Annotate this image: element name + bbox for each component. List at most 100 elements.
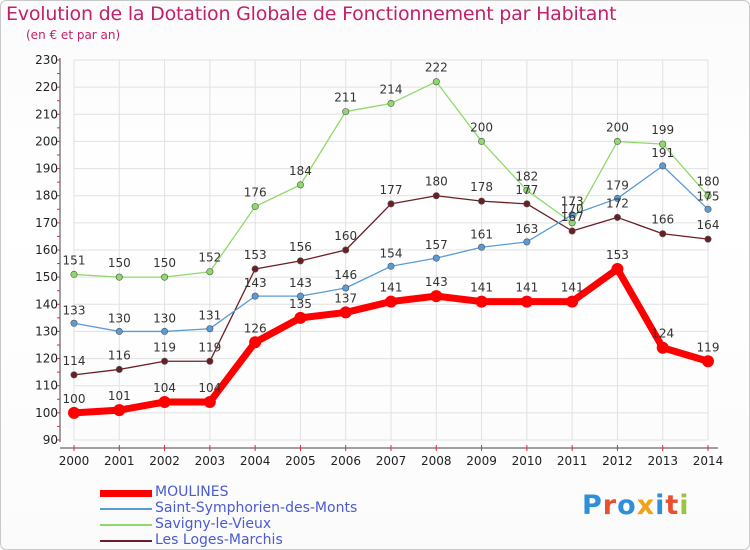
legend-label: Les Loges-Marchis: [155, 532, 283, 548]
data-label: 173: [561, 195, 584, 209]
legend-swatch: [100, 540, 152, 542]
x-tick-label: 2002: [149, 454, 180, 468]
data-point: [115, 273, 123, 281]
data-point: [702, 355, 714, 368]
y-tick-label: 230: [35, 53, 58, 67]
legend-label: Savigny-le-Vieux: [155, 516, 272, 532]
data-point: [568, 211, 576, 219]
data-label: 180: [697, 175, 720, 189]
data-label: 119: [697, 340, 720, 354]
y-tick-label: 140: [35, 297, 58, 311]
data-point: [523, 200, 531, 208]
data-label: 153: [244, 248, 267, 262]
data-point: [523, 186, 531, 194]
data-label: 130: [108, 311, 131, 325]
data-label: 141: [380, 281, 403, 295]
data-point: [206, 357, 214, 365]
y-tick-label: 120: [35, 352, 58, 366]
data-point: [475, 295, 488, 308]
data-point: [203, 396, 216, 408]
data-point: [659, 162, 667, 170]
data-label: 150: [153, 256, 176, 270]
legend-label: Saint-Symphorien-des-Monts: [155, 500, 358, 516]
data-label: 199: [651, 123, 674, 137]
data-point: [611, 263, 624, 275]
data-label: 222: [425, 61, 448, 75]
x-tick-label: 2001: [104, 454, 135, 468]
data-labels: 114 116 119 119 153 156 160 177 180 178 177 167 172 1…: [63, 61, 720, 406]
x-tick-label: 2003: [195, 454, 226, 468]
x-tick-label: 2000: [59, 454, 90, 468]
data-label: 114: [63, 354, 86, 368]
data-label: 133: [63, 303, 86, 317]
data-label: 141: [470, 281, 493, 295]
x-tick-label: 2011: [557, 454, 588, 468]
x-tick-label: 2004: [240, 454, 271, 468]
data-label: 167: [561, 210, 584, 224]
x-tick-label: 2014: [693, 454, 724, 468]
logo-letter: x: [636, 490, 656, 521]
x-tick-label: 2008: [421, 454, 452, 468]
data-label: 100: [63, 392, 86, 406]
data-point: [296, 257, 304, 265]
data-label: 130: [153, 311, 176, 325]
data-label: 151: [63, 253, 86, 267]
data-point: [432, 192, 440, 200]
data-label: 146: [334, 268, 357, 282]
legend-swatch: [100, 508, 152, 510]
y-tick-label: 190: [35, 162, 58, 176]
data-label: 141: [561, 281, 584, 295]
data-label: 184: [289, 164, 312, 178]
data-label: 200: [606, 120, 629, 134]
legend-swatch: [100, 489, 152, 497]
y-tick-label: 100: [35, 406, 58, 420]
data-point: [566, 295, 579, 308]
data-point: [70, 319, 78, 327]
data-point: [251, 203, 259, 211]
data-label: 135: [289, 297, 312, 311]
data-point: [342, 108, 350, 116]
data-point: [115, 365, 123, 373]
y-tick-label: 170: [35, 216, 58, 230]
y-tick-label: 110: [35, 379, 58, 393]
data-point: [296, 292, 304, 300]
data-label: 191: [651, 146, 674, 160]
axes: 90 100 110 120 130 140 150 160 170 180 190 200 210 22…: [35, 53, 723, 468]
data-label: 176: [244, 186, 267, 200]
data-point: [613, 194, 621, 202]
data-label: 116: [108, 348, 131, 362]
data-point: [161, 327, 169, 335]
data-point: [296, 181, 304, 189]
data-point: [523, 238, 531, 246]
data-point: [342, 246, 350, 254]
data-label: 152: [198, 251, 221, 265]
data-label: 143: [244, 276, 267, 290]
series-lines: [68, 78, 714, 419]
data-point: [206, 268, 214, 276]
data-label: 180: [425, 175, 448, 189]
data-label: 124: [651, 327, 674, 341]
data-point: [251, 265, 259, 273]
logo-letter: t: [665, 490, 680, 521]
y-tick-label: 160: [35, 243, 58, 257]
y-tick-label: 210: [35, 107, 58, 121]
data-point: [432, 254, 440, 262]
x-tick-label: 2006: [330, 454, 361, 468]
data-label: 178: [470, 180, 493, 194]
legend-label: MOULINES: [155, 484, 229, 500]
logo-letter: o: [617, 490, 637, 521]
data-label: 143: [425, 275, 448, 289]
data-label: 141: [515, 281, 538, 295]
y-tick-label: 200: [35, 134, 58, 148]
data-point: [70, 371, 78, 379]
data-point: [339, 306, 352, 319]
data-point: [568, 219, 576, 227]
data-point: [206, 325, 214, 333]
data-label: 179: [606, 178, 629, 192]
x-tick-label: 2010: [512, 454, 543, 468]
data-label: 153: [606, 248, 629, 262]
data-point: [115, 327, 123, 335]
data-label: 175: [697, 189, 720, 203]
data-label: 161: [470, 227, 493, 241]
